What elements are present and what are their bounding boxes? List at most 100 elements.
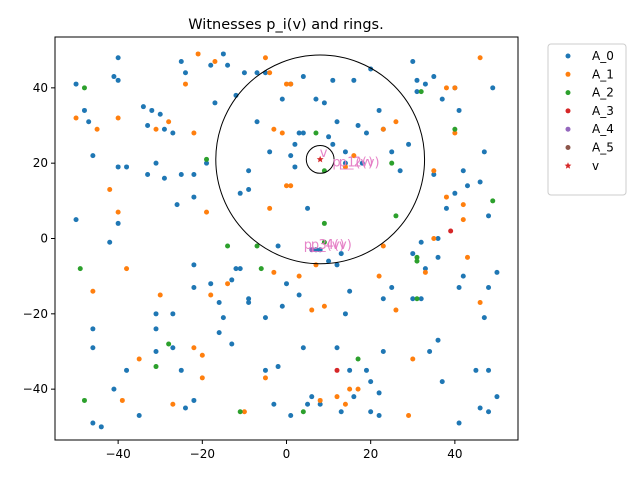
data-point — [216, 300, 222, 306]
data-point — [166, 119, 172, 125]
data-point — [262, 375, 268, 381]
data-point — [111, 74, 117, 80]
data-point — [481, 315, 487, 321]
legend-marker — [565, 53, 571, 59]
data-point — [452, 190, 458, 196]
data-point — [368, 409, 374, 415]
data-point — [477, 300, 483, 306]
data-point — [296, 273, 302, 279]
data-point — [115, 115, 121, 121]
data-point — [292, 141, 298, 147]
data-point — [107, 187, 113, 193]
y-tick-label: 40 — [33, 81, 48, 95]
data-point — [477, 179, 483, 185]
legend-label: A_5 — [592, 141, 614, 155]
data-point — [431, 74, 437, 80]
series-a-1 — [73, 51, 483, 419]
data-point — [363, 130, 369, 136]
data-point — [321, 220, 327, 226]
data-point — [486, 284, 492, 290]
data-point — [153, 326, 159, 332]
data-point — [380, 348, 386, 354]
data-point — [212, 100, 218, 106]
data-point — [397, 168, 403, 174]
data-point — [494, 394, 500, 400]
data-point — [157, 111, 163, 117]
data-point — [170, 345, 176, 351]
data-point — [81, 85, 87, 91]
legend-label: A_4 — [592, 122, 614, 136]
data-point — [90, 288, 96, 294]
data-point — [216, 330, 222, 336]
data-point — [288, 153, 294, 159]
data-point — [326, 134, 332, 140]
data-point — [170, 401, 176, 407]
data-point — [456, 107, 462, 113]
data-point — [305, 401, 311, 407]
data-point — [124, 367, 130, 373]
data-point — [351, 153, 357, 159]
x-axis: −40 −20 0 20 40 — [105, 440, 463, 461]
data-point — [73, 115, 79, 121]
data-point — [241, 70, 247, 76]
data-point — [418, 239, 424, 245]
data-point — [77, 266, 83, 272]
data-point — [81, 397, 87, 403]
data-point — [220, 51, 226, 57]
data-point — [410, 251, 416, 257]
data-point — [313, 96, 319, 102]
data-point — [199, 375, 205, 381]
data-point — [153, 311, 159, 317]
data-point — [115, 55, 121, 61]
x-tick-label: 40 — [447, 447, 462, 461]
data-point — [81, 107, 87, 113]
series-v — [316, 155, 324, 163]
x-tick-label: 0 — [283, 447, 291, 461]
data-point — [342, 164, 348, 170]
legend-label: A_3 — [592, 104, 614, 118]
data-point — [136, 413, 142, 419]
data-point — [204, 160, 210, 166]
data-point — [124, 266, 130, 272]
data-point — [275, 243, 281, 249]
data-point — [115, 209, 121, 215]
data-point — [166, 341, 172, 347]
data-point — [439, 379, 445, 385]
data-point — [380, 243, 386, 249]
data-point — [149, 107, 155, 113]
data-point — [406, 141, 412, 147]
data-point — [380, 296, 386, 302]
data-point — [355, 386, 361, 392]
data-point — [473, 367, 479, 373]
data-point — [119, 397, 125, 403]
data-point — [182, 81, 188, 87]
data-point — [427, 348, 433, 354]
data-point — [477, 405, 483, 411]
data-point — [305, 205, 311, 211]
data-point — [300, 345, 306, 351]
data-point — [241, 409, 247, 415]
axes-frame — [54, 36, 519, 441]
data-point — [246, 187, 252, 193]
series-a-4 — [309, 247, 315, 253]
data-point — [410, 356, 416, 362]
data-point — [490, 85, 496, 91]
annotation-label: p_3(v) — [304, 238, 345, 253]
data-point — [414, 254, 420, 260]
data-point — [321, 239, 327, 245]
data-point — [317, 401, 323, 407]
data-point — [477, 55, 483, 61]
data-point — [220, 315, 226, 321]
data-point — [355, 356, 361, 362]
data-point — [107, 239, 113, 245]
data-point — [145, 171, 151, 177]
data-point — [317, 247, 323, 253]
data-point — [418, 296, 424, 302]
data-point — [422, 81, 428, 87]
annotation-label: p_4(v) — [311, 238, 352, 253]
legend-marker — [565, 90, 571, 96]
y-tick-label: −20 — [23, 307, 48, 321]
data-point — [267, 205, 273, 211]
data-point — [233, 266, 239, 272]
data-point — [321, 303, 327, 309]
